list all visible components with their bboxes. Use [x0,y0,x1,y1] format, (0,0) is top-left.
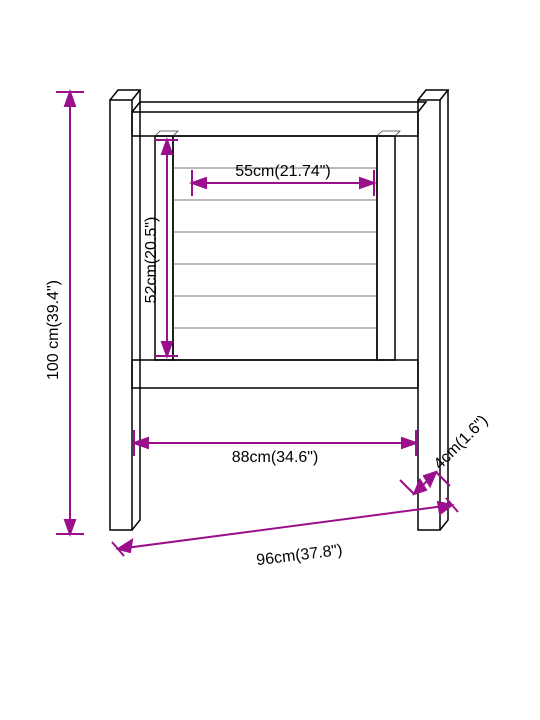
dim-bottom-depth: 4cm(1.6") [400,412,491,494]
label-overall-height: 100 cm(39.4") [45,280,62,380]
dim-inner-width: 88cm(34.6") [134,430,416,466]
dim-overall-height: 100 cm(39.4") [45,92,84,534]
dim-bottom-width: 96cm(37.8") [112,498,458,569]
dimension-diagram: 100 cm(39.4") 52cm(20.5") 55cm(21.74") 8… [0,0,540,720]
label-inner-height: 52cm(20.5") [143,217,160,304]
label-bottom-width: 96cm(37.8") [255,542,343,569]
label-inner-top-width: 55cm(21.74") [235,163,331,180]
label-inner-width: 88cm(34.6") [232,449,319,466]
